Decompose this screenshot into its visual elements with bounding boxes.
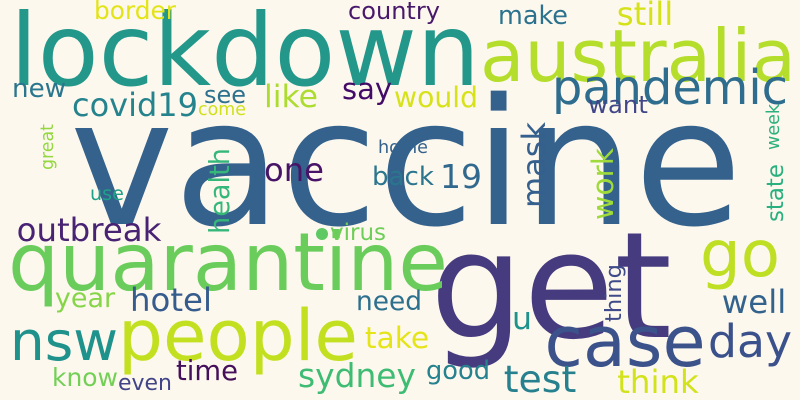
word-vaccine: vaccine bbox=[69, 62, 743, 267]
word-quarantine: quarantine bbox=[8, 215, 448, 310]
word-nsw: nsw bbox=[10, 308, 118, 373]
word-think: think bbox=[617, 362, 699, 400]
word-say: say bbox=[342, 71, 392, 106]
word-dot bbox=[316, 228, 328, 240]
word-get: get bbox=[430, 200, 672, 373]
word-like: like bbox=[264, 79, 318, 116]
word-thing: thing bbox=[600, 264, 627, 322]
word-still: still bbox=[616, 0, 674, 33]
word-great: great bbox=[38, 124, 59, 170]
word-19: 19 bbox=[440, 156, 482, 196]
word-day: day bbox=[708, 315, 792, 369]
word-good: good bbox=[426, 356, 490, 387]
word-time: time bbox=[176, 356, 238, 388]
word-sydney: sydney bbox=[298, 355, 416, 395]
word-year: year bbox=[54, 282, 116, 314]
word-lockdown: lockdown bbox=[10, 0, 480, 110]
word-make: make bbox=[498, 1, 568, 32]
word-back: back bbox=[372, 161, 434, 192]
word-mask: mask bbox=[515, 122, 553, 208]
word-covid19: covid19 bbox=[72, 86, 198, 124]
word-one: one bbox=[264, 150, 324, 189]
word-home: home bbox=[378, 138, 428, 159]
word-take: take bbox=[364, 321, 430, 357]
word-come: come bbox=[198, 100, 246, 121]
word-new: new bbox=[12, 73, 66, 104]
word-people: people bbox=[118, 293, 358, 377]
word-outbreak: outbreak bbox=[16, 210, 162, 249]
word-hotel: hotel bbox=[130, 280, 212, 319]
word-u: u bbox=[512, 301, 532, 338]
word-want: want bbox=[588, 89, 648, 119]
word-know: know bbox=[52, 362, 118, 392]
word-well: well bbox=[721, 282, 787, 321]
word-pandemic: pandemic bbox=[552, 61, 788, 117]
word-week: week bbox=[764, 104, 785, 150]
word-see: see bbox=[204, 81, 246, 109]
word-would: would bbox=[394, 80, 478, 114]
word-border: border bbox=[94, 0, 176, 25]
word-case: case bbox=[544, 300, 706, 383]
word-australia: australia bbox=[480, 14, 796, 99]
word-go: go bbox=[700, 216, 780, 292]
word-use: use bbox=[90, 182, 124, 206]
word-test: test bbox=[503, 357, 577, 400]
word-country: country bbox=[348, 0, 440, 25]
word-work: work bbox=[586, 148, 622, 220]
word-need: need bbox=[356, 285, 422, 317]
word-virus: virus bbox=[330, 219, 386, 246]
word-health: health bbox=[205, 148, 237, 234]
word-state: state bbox=[762, 164, 789, 222]
word-even: even bbox=[118, 371, 172, 396]
